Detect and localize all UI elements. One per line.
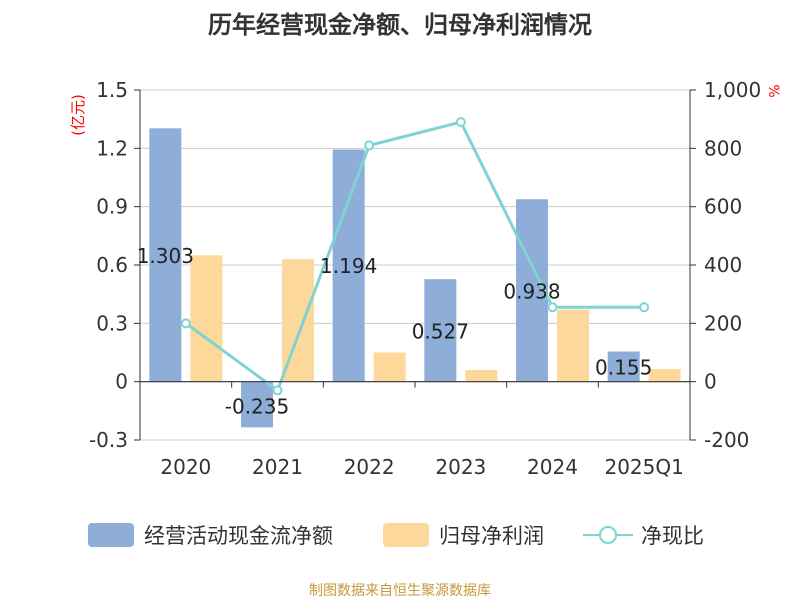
bar-net-profit (190, 255, 223, 382)
right-axis-tick-label: 400 (704, 253, 742, 277)
x-axis-category-label: 2023 (435, 455, 486, 479)
ratio-line-point (364, 140, 375, 151)
source-note: 制图数据来自恒生聚源数据库 (309, 583, 491, 599)
left-axis-tick-label: 0.3 (96, 311, 128, 335)
right-axis-tick-label: 1,000 (704, 78, 761, 102)
left-axis-tick-label: 0.6 (96, 253, 128, 277)
ratio-line (180, 117, 650, 396)
right-axis-tick-label: 0 (704, 370, 717, 394)
data-label: 1.194 (320, 254, 377, 278)
right-axis-tick-label: 800 (704, 136, 742, 160)
right-axis-unit: % (765, 84, 781, 97)
legend-label-cash-flow: 经营活动现金流净额 (144, 524, 333, 548)
axes: -0.3 0 0.3 0.6 0.9 1.2 1.5 -200 0 200 400 600 800 1,0… (89, 78, 761, 479)
ratio-line-point (547, 302, 558, 313)
bar-net-profit (373, 352, 406, 382)
legend: 经营活动现金流净额 归母净利润 净现比 (88, 523, 704, 548)
ratio-line-point (455, 117, 466, 128)
bars (149, 128, 681, 428)
left-axis-tick-label: 0 (115, 370, 128, 394)
bar-cash-flow (149, 128, 182, 382)
left-axis-tick-label: 1.2 (96, 136, 128, 160)
ratio-line-path (184, 120, 645, 393)
x-axis-category-label: 2024 (527, 455, 578, 479)
right-axis-tick-label: -200 (704, 428, 749, 452)
left-axis-unit: (亿元) (69, 94, 87, 136)
legend-swatch-ratio-marker (599, 526, 617, 544)
left-axis-tick-label: 1.5 (96, 78, 128, 102)
left-axis-tick-label: -0.3 (89, 428, 128, 452)
ratio-line-point (272, 385, 283, 396)
bar-net-profit (465, 370, 498, 382)
legend-label-net-profit: 归母净利润 (439, 524, 544, 548)
x-axis-category-label: 2025Q1 (604, 455, 683, 479)
legend-swatch-cash-flow (88, 523, 134, 547)
bar-cash-flow (607, 351, 640, 382)
ratio-line-point (639, 302, 650, 313)
legend-swatch-net-profit (383, 523, 429, 547)
bar-cash-flow (332, 149, 365, 382)
right-axis-tick-label: 200 (704, 311, 742, 335)
ratio-line-point (180, 318, 191, 329)
right-axis-tick-label: 600 (704, 195, 742, 219)
bar-cash-flow (424, 279, 457, 382)
left-axis-tick-label: 0.9 (96, 195, 128, 219)
data-label: 0.938 (503, 279, 560, 303)
x-axis-category-label: 2021 (252, 455, 303, 479)
data-label: 0.155 (595, 356, 652, 380)
bar-net-profit (557, 309, 589, 382)
x-axis-category-label: 2020 (160, 455, 211, 479)
bar-cash-flow (241, 381, 273, 428)
bar-net-profit (648, 369, 681, 382)
data-label: -0.235 (225, 394, 289, 418)
legend-label-ratio: 净现比 (641, 524, 704, 548)
x-axis-category-label: 2022 (344, 455, 395, 479)
data-label: 0.527 (412, 319, 469, 343)
data-labels: 1.303 -0.235 1.194 0.527 0.938 0.155 (137, 244, 653, 418)
data-label: 1.303 (137, 244, 194, 268)
chart-title: 历年经营现金净额、归母净利润情况 (208, 11, 592, 39)
